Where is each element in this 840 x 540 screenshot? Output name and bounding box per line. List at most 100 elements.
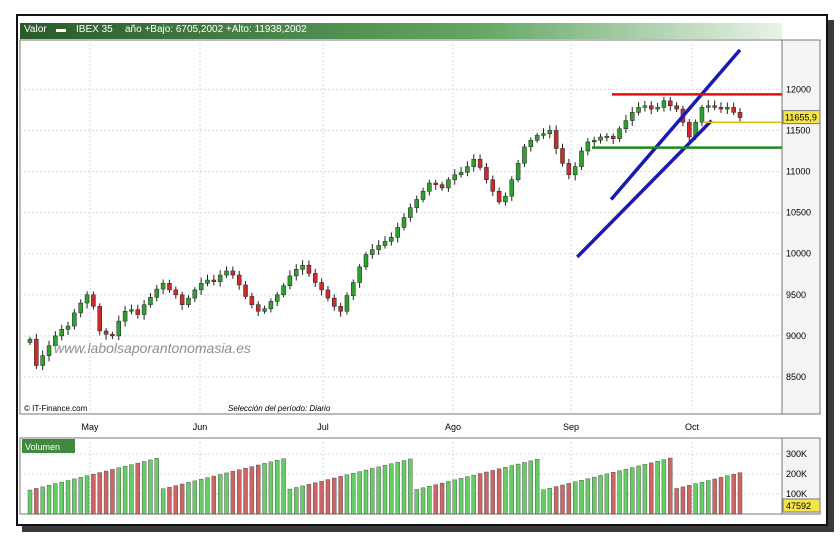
volume-bar [97,472,102,515]
volume-bar [325,479,331,515]
y-tick-label: 11000 [786,167,810,177]
x-tick-label: Sep [563,422,579,432]
volume-bar [528,460,534,515]
candle-body [116,320,121,337]
candle-body [718,107,724,110]
candle-body [186,297,191,305]
candle-body [78,302,83,314]
last-price-tag [782,110,821,125]
y-tick-label: 10500 [786,208,811,218]
candle-body [249,296,255,305]
volume-bar [560,484,565,515]
candle-body [439,184,445,189]
volume-bar [585,478,591,515]
candle-body [344,295,350,312]
volume-bar [718,477,724,515]
volume-bar [256,464,261,515]
volume-bar [534,459,540,515]
candle-body [579,150,584,167]
volume-bar [649,462,654,515]
y-tick-label: 10000 [786,249,811,259]
candle-body [84,294,90,304]
candle-body [458,172,464,176]
candle-body [110,334,115,337]
y-tick-label: 9500 [786,290,806,300]
candle-body [655,107,660,110]
volume-bar [230,471,236,515]
candle-body [230,270,236,276]
volume-bar [173,485,179,515]
x-tick-label: Jul [317,422,329,432]
volume-bar [27,489,33,515]
volume-bar [737,472,743,515]
candle-body [623,120,629,130]
price-axis-area [781,39,821,415]
volume-bar [338,476,343,515]
price-plot-area [19,39,783,415]
candle-body [351,282,356,296]
candle-body [452,174,457,180]
candle-body [53,335,58,347]
volume-bar [515,463,521,515]
candle-body [243,284,248,297]
candle-body [376,245,381,250]
candle-body [236,274,242,286]
candle-body [59,329,64,337]
volume-bar [205,477,210,515]
volume-bar [319,480,324,515]
candle-body [560,148,565,164]
candle-body [338,306,343,312]
candle-body [395,227,400,238]
volume-bar [46,485,52,515]
candle-body [205,279,210,284]
candle-body [287,275,293,287]
volume-bar [477,473,483,515]
valor-label: Valor [24,24,47,35]
candle-body [484,167,489,180]
symbol-label[interactable]: IBEX 35 [76,24,113,35]
volume-bar [395,461,400,515]
candle-body [414,199,419,208]
volume-bar [243,467,248,515]
volume-bar [458,478,464,515]
candle-body [420,190,426,200]
volume-bar [306,484,312,515]
candle-body [649,105,654,110]
volume-bar [484,471,489,515]
candle-body [122,311,128,322]
volume-bar [65,480,71,515]
candle-body [300,264,305,270]
candle-body [509,179,515,197]
candle-body [471,158,476,167]
candle-body [712,105,717,108]
volume-bar [655,461,660,515]
volume-bar [59,481,64,515]
candle-body [91,294,96,307]
volume-bar [503,467,508,515]
volume-bar [34,488,39,515]
candle-body [553,130,559,149]
candle-body [610,135,616,139]
candle-body [490,179,496,192]
candle-body [737,112,743,118]
candle-body [604,135,610,138]
volume-bar [401,460,407,515]
volume-plot-area [19,437,783,515]
candle-body [401,217,407,228]
last-volume-label: 47592 [786,501,811,511]
y-tick-label: 9000 [786,331,806,341]
candle-body [141,304,147,315]
volume-bar [135,462,140,515]
volume-bar [275,460,280,515]
volume-bar [591,476,597,515]
candle-body [129,309,134,312]
volume-bar [40,486,45,515]
volume-bar [110,469,115,515]
candle-body [325,289,331,299]
volume-bar [198,479,204,515]
candle-body [274,294,280,302]
volume-bar [598,475,603,515]
volume-bar [465,476,470,515]
candle-body [661,100,667,108]
